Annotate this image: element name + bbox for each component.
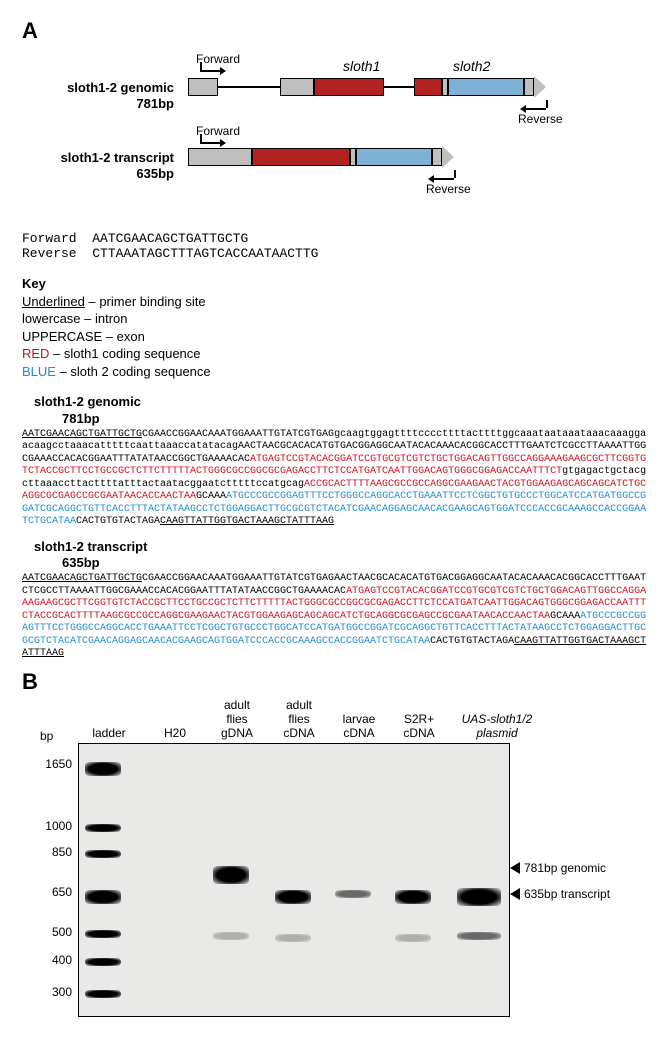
genomic-title: sloth1-2 genomic xyxy=(67,80,174,95)
lane-header: adultfliesgDNA xyxy=(208,699,266,740)
lane-header: H20 xyxy=(146,727,204,741)
transcript-bp: 635bp xyxy=(136,166,174,181)
mw-label: 650 xyxy=(28,885,72,899)
gel-image: bp ladderH20adultfliesgDNAadultfliescDNA… xyxy=(28,699,650,1017)
sloth1-label: sloth1 xyxy=(343,58,380,74)
mw-label: 400 xyxy=(28,953,72,967)
mw-label: 300 xyxy=(28,985,72,999)
forward-label-2: Forward xyxy=(196,124,240,138)
legend-key: Key Underlined – primer binding site low… xyxy=(22,275,650,380)
lane-header: S2R+cDNA xyxy=(390,713,448,741)
genomic-sequence: AATCGAACAGCTGATTGCTGCGAACCGGAACAAATGGAAA… xyxy=(22,429,650,529)
sloth2-label: sloth2 xyxy=(453,58,490,74)
transcript-title: sloth1-2 transcript xyxy=(61,150,174,165)
mw-label: 1000 xyxy=(28,819,72,833)
lane-header: ladder xyxy=(80,727,138,741)
reverse-label-2: Reverse xyxy=(426,182,471,196)
lane-header: UAS-sloth1/2plasmid xyxy=(452,713,542,741)
reverse-label-1: Reverse xyxy=(518,112,563,126)
genomic-seq-title: sloth1-2 genomic 781bp xyxy=(34,394,650,427)
transcript-seq-title: sloth1-2 transcript 635bp xyxy=(34,539,650,572)
gene-diagram: sloth1-2 genomic 781bp Forward sloth1 sl… xyxy=(28,48,650,213)
transcript-sequence: AATCGAACAGCTGATTGCTGCGAACCGGAACAAATGGAAA… xyxy=(22,573,650,661)
lane-header: larvaecDNA xyxy=(330,713,388,741)
mw-label: 1650 xyxy=(28,757,72,771)
mw-label: 500 xyxy=(28,925,72,939)
panel-b-letter: B xyxy=(22,669,650,695)
forward-label-1: Forward xyxy=(196,52,240,66)
lane-header: adultfliescDNA xyxy=(270,699,328,740)
gel-callout: 635bp transcript xyxy=(510,887,610,901)
primer-sequences: Forward AATCGAACAGCTGATTGCTG Reverse CTT… xyxy=(22,231,650,261)
genomic-bp: 781bp xyxy=(136,96,174,111)
gel-callout: 781bp genomic xyxy=(510,861,606,875)
mw-label: 850 xyxy=(28,845,72,859)
panel-a-letter: A xyxy=(22,18,650,44)
